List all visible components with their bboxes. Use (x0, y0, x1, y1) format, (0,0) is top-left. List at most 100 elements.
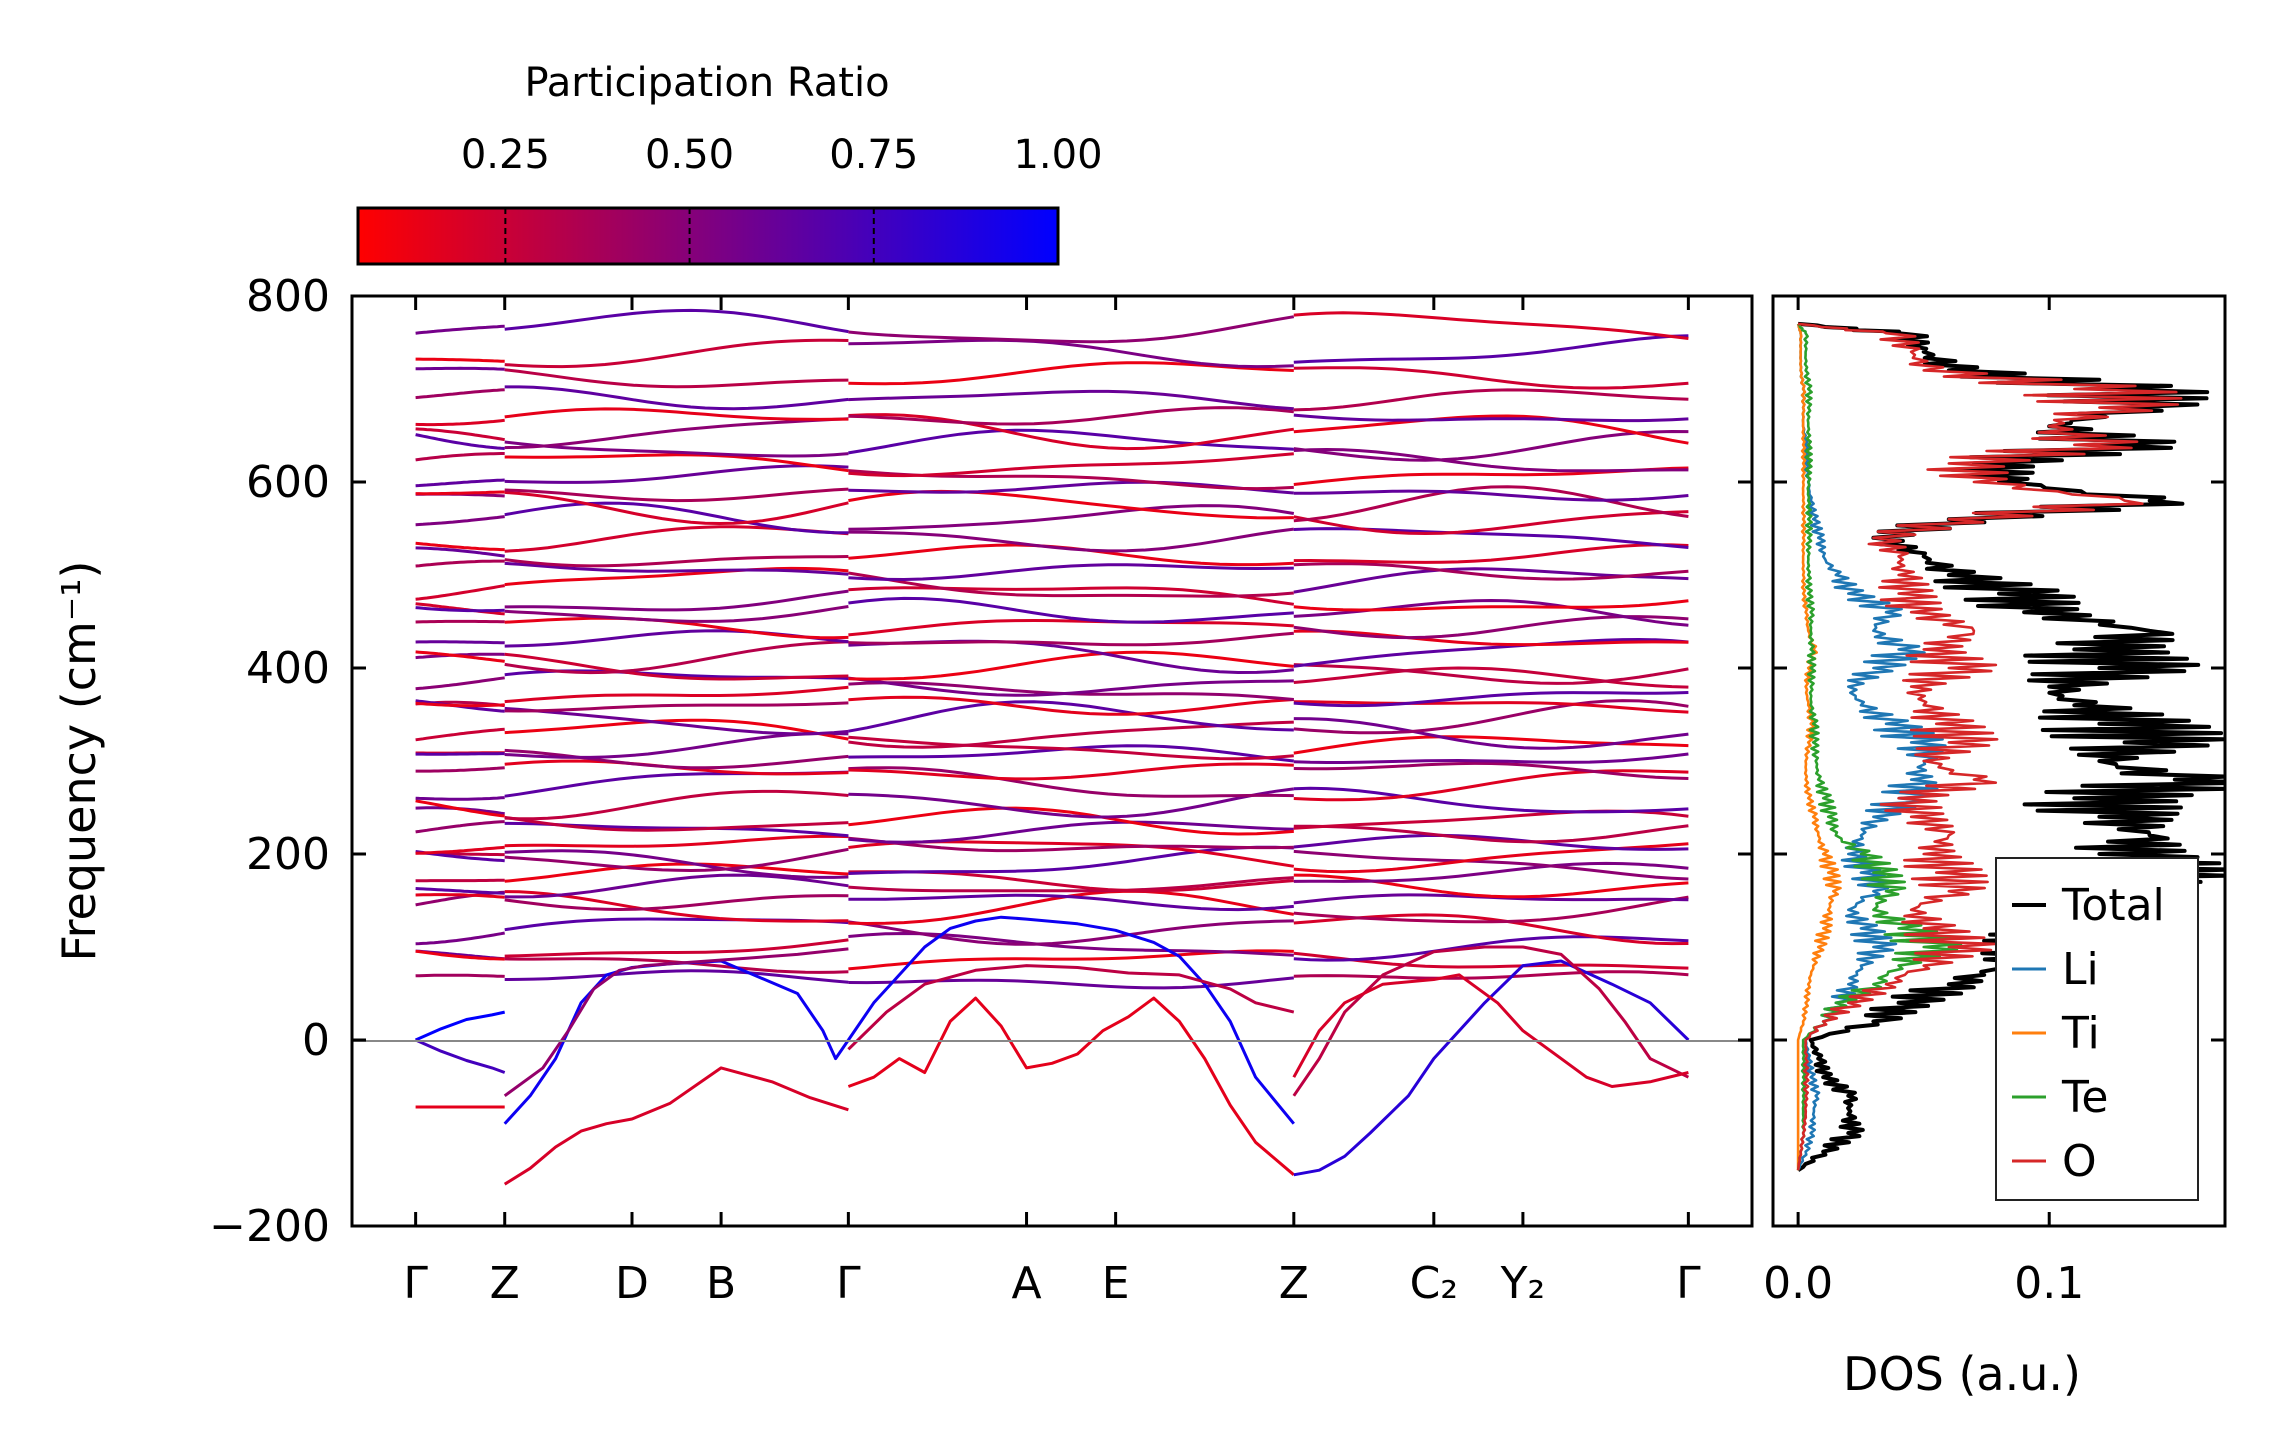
optical-branch (848, 876, 1294, 893)
acoustic-branch (1293, 959, 1690, 1177)
optical-branch (1293, 873, 1689, 899)
optical-branch (1293, 752, 1689, 764)
legend-label: Ti (2061, 1008, 2100, 1059)
colorbar-tick-label: 0.75 (829, 132, 918, 178)
optical-branch (504, 490, 849, 526)
optical-branch (504, 385, 849, 411)
band-frame (350, 294, 1754, 1228)
optical-branch (415, 893, 505, 899)
optical-branch (415, 584, 505, 601)
optical-branch (1293, 717, 1689, 750)
dos-panel: 0.0 0.1 DOS (a.u.) Total Li Ti Te O (1763, 294, 2227, 1401)
optical-branch (848, 428, 1294, 455)
colorbar-ticks: 0.25 0.50 0.75 1.00 (461, 132, 1103, 264)
optical-branch (848, 504, 1295, 531)
optical-branch (415, 515, 505, 527)
dos-curve-ti (1796, 323, 1842, 1171)
optical-branch (415, 887, 505, 895)
band-lines (414, 308, 1690, 1186)
optical-branch (504, 338, 849, 369)
optical-branch (848, 766, 1294, 798)
optical-branch (848, 735, 1294, 761)
legend-label: Li (2062, 944, 2099, 995)
optical-branch (1293, 666, 1689, 689)
optical-branch (504, 566, 849, 587)
optical-branch (848, 919, 1294, 946)
optical-branch (1293, 543, 1689, 564)
optical-branch (848, 571, 1294, 598)
band-axis-ticks: −200 0 200 400 600 800 Γ Z D B Γ A E Z C₂ Y₂ Γ (209, 271, 1752, 1309)
optical-branch (504, 706, 849, 736)
optical-branch (504, 685, 849, 704)
optical-branch (504, 464, 849, 484)
optical-branch (415, 676, 505, 691)
optical-branch (504, 605, 849, 623)
optical-branch (848, 836, 1294, 853)
optical-branch (848, 413, 1295, 451)
y-tick-label: 200 (246, 829, 330, 880)
acoustic-branch (847, 915, 1295, 1125)
y-tick-label: 400 (246, 643, 330, 694)
legend-label: O (2062, 1136, 2097, 1187)
optical-branch (1293, 849, 1689, 881)
optical-branch (848, 338, 1294, 369)
acoustic-branch (503, 947, 849, 1098)
y-tick-label: 0 (302, 1015, 330, 1066)
optical-branch (1293, 413, 1689, 423)
optical-branch (848, 806, 1294, 836)
optical-branch (1293, 629, 1689, 647)
optical-branch (1293, 510, 1689, 536)
optical-branch (504, 938, 849, 958)
optical-branch (848, 406, 1294, 426)
acoustic-branch (847, 996, 1295, 1176)
optical-branch (1293, 489, 1689, 502)
optical-branch (848, 870, 1294, 893)
dos-x-tick-label: 0.1 (2014, 1258, 2084, 1309)
optical-branch (504, 453, 849, 473)
optical-branch (1293, 824, 1689, 844)
optical-branch (415, 752, 505, 756)
optical-branch (848, 586, 1295, 606)
optical-branch (504, 417, 849, 450)
dos-axis-ticks: 0.0 0.1 (1763, 294, 2225, 1309)
optical-branch (1293, 366, 1689, 390)
optical-branch (1293, 615, 1689, 640)
acoustic-branch (414, 1010, 506, 1042)
optical-branch (1293, 970, 1689, 980)
optical-branch (415, 949, 505, 961)
optical-branch (848, 315, 1295, 344)
optical-branch (415, 559, 505, 568)
optical-branch (504, 969, 849, 984)
optical-branch (848, 700, 1294, 733)
optical-branch (1293, 637, 1689, 668)
colorbar-title: Participation Ratio (524, 60, 889, 106)
optical-branch (848, 676, 1294, 697)
optical-branch (1293, 388, 1689, 412)
optical-branch (504, 894, 849, 912)
optical-branch (415, 619, 505, 624)
optical-branch (504, 815, 849, 832)
optical-branch (415, 433, 505, 450)
acoustic-branch (1292, 945, 1690, 1097)
acoustic-branch (847, 964, 1295, 1051)
optical-branch (504, 847, 849, 873)
optical-branch (415, 766, 505, 773)
dos-lines (1796, 321, 2225, 1172)
optical-branch (1293, 447, 1689, 473)
optical-branch (415, 727, 505, 742)
optical-branch (504, 834, 849, 848)
optical-branch (415, 878, 505, 883)
optical-branch (1293, 485, 1689, 523)
colorbar-gradient (356, 206, 1060, 266)
optical-branch (848, 650, 1294, 681)
legend-label: Total (2061, 880, 2165, 931)
optical-branch (415, 427, 505, 442)
optical-branch (504, 501, 849, 535)
y-tick-label: 800 (246, 271, 330, 322)
optical-branch (1293, 599, 1689, 612)
optical-branch (848, 762, 1294, 781)
kpoint-label: Z (490, 1258, 520, 1309)
optical-branch (504, 849, 849, 879)
optical-branch (1293, 429, 1689, 462)
